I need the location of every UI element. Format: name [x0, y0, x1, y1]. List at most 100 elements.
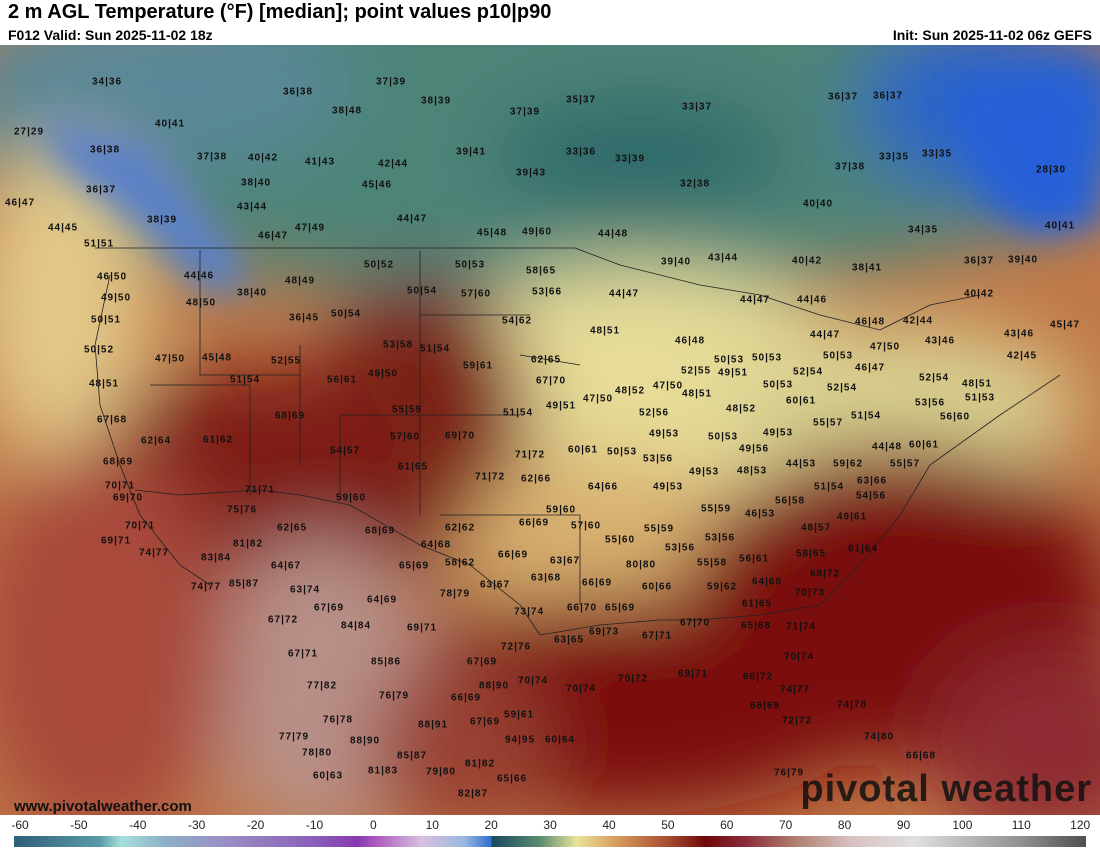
point-value-label: 43|46 — [924, 335, 956, 347]
point-value-label: 62|65 — [276, 522, 308, 534]
point-value-label: 63|67 — [479, 579, 511, 591]
point-value-label: 59|61 — [503, 709, 535, 721]
point-value-label: 53|66 — [531, 286, 563, 298]
point-value-label: 69|71 — [677, 668, 709, 680]
point-value-label: 46|48 — [854, 316, 886, 328]
point-value-label: 40|41 — [154, 118, 186, 130]
point-value-label: 65|66 — [496, 773, 528, 785]
point-value-label: 72|76 — [500, 641, 532, 653]
point-value-label: 34|35 — [907, 224, 939, 236]
point-value-label: 63|65 — [553, 634, 585, 646]
point-value-label: 88|90 — [478, 680, 510, 692]
point-value-label: 66|69 — [749, 700, 781, 712]
point-value-label: 50|54 — [406, 285, 438, 297]
point-value-label: 36|37 — [963, 255, 995, 267]
point-value-label: 67|69 — [466, 656, 498, 668]
point-value-label: 34|36 — [91, 76, 123, 88]
point-value-label: 78|80 — [301, 747, 333, 759]
point-value-label: 70|71 — [124, 520, 156, 532]
point-value-label: 71|72 — [474, 471, 506, 483]
point-value-label: 37|39 — [375, 76, 407, 88]
point-value-label: 66|68 — [905, 750, 937, 762]
point-value-label: 33|36 — [565, 146, 597, 158]
colorbar-tick-label: -60 — [11, 818, 29, 832]
point-value-label: 67|71 — [641, 630, 673, 642]
point-value-label: 74|78 — [836, 699, 868, 711]
point-value-label: 80|80 — [625, 559, 657, 571]
point-value-label: 85|87 — [396, 750, 428, 762]
temperature-map[interactable]: 34|36 27|29 36|38 36|37 46|47 44|45 51|51 46|50… — [0, 45, 1100, 815]
colorbar-gradient — [14, 836, 1086, 847]
init-time: Init: Sun 2025-11-02 06z GEFS — [892, 27, 1092, 43]
point-value-label: 47|50 — [652, 380, 684, 392]
point-value-label: 65|69 — [604, 602, 636, 614]
point-value-label: 48|57 — [800, 522, 832, 534]
point-value-label: 55|57 — [812, 417, 844, 429]
point-value-label: 77|79 — [278, 731, 310, 743]
point-value-label: 83|84 — [200, 552, 232, 564]
point-value-label: 74|77 — [138, 547, 170, 559]
point-value-label: 76|78 — [322, 714, 354, 726]
point-value-label: 79|80 — [425, 766, 457, 778]
point-value-label: 42|45 — [1006, 350, 1038, 362]
point-value-label: 40|42 — [963, 288, 995, 300]
point-value-label: 47|49 — [294, 222, 326, 234]
point-value-label: 62|65 — [530, 354, 562, 366]
point-value-label: 41|43 — [304, 156, 336, 168]
point-value-label: 36|37 — [872, 90, 904, 102]
point-value-label: 64|68 — [751, 576, 783, 588]
point-value-label: 88|91 — [417, 719, 449, 731]
point-value-label: 76|79 — [773, 767, 805, 779]
colorbar-tick-label: 30 — [543, 818, 557, 832]
point-value-label: 71|71 — [244, 484, 276, 496]
point-value-label: 60|66 — [641, 581, 673, 593]
point-value-label: 38|41 — [851, 262, 883, 274]
point-value-label: 48|51 — [88, 378, 120, 390]
point-value-label: 48|51 — [681, 388, 713, 400]
point-value-label: 38|39 — [420, 95, 452, 107]
point-value-label: 66|69 — [497, 549, 529, 561]
point-value-label: 37|38 — [834, 161, 866, 173]
point-value-label: 60|61 — [567, 444, 599, 456]
point-value-label: 44|47 — [608, 288, 640, 300]
point-value-label: 60|64 — [544, 734, 576, 746]
point-value-label: 56|61 — [738, 553, 770, 565]
point-value-label: 82|87 — [457, 788, 489, 800]
point-value-label: 51|53 — [964, 392, 996, 404]
colorbar-tick-label: 20 — [484, 818, 498, 832]
point-value-label: 57|60 — [570, 520, 602, 532]
point-value-label: 49|53 — [648, 428, 680, 440]
point-value-label: 70|73 — [794, 587, 826, 599]
point-value-label: 36|38 — [282, 86, 314, 98]
colorbar-tick-label: 110 — [1011, 818, 1031, 832]
point-value-label: 38|39 — [146, 214, 178, 226]
point-value-label: 46|48 — [674, 335, 706, 347]
point-value-label: 62|66 — [520, 473, 552, 485]
point-value-label: 69|70 — [112, 492, 144, 504]
point-value-label: 45|47 — [1049, 319, 1081, 331]
point-value-label: 48|49 — [284, 275, 316, 287]
point-value-label: 74|77 — [190, 581, 222, 593]
point-value-label: 78|79 — [439, 588, 471, 600]
point-value-label: 42|44 — [377, 158, 409, 170]
point-value-label: 46|50 — [96, 271, 128, 283]
colorbar-tick-label: -10 — [305, 818, 324, 832]
point-value-label: 51|54 — [502, 407, 534, 419]
point-value-label: 81|83 — [367, 765, 399, 777]
point-value-label: 70|72 — [617, 673, 649, 685]
point-value-label: 49|61 — [836, 511, 868, 523]
point-value-label: 46|47 — [4, 197, 36, 209]
point-value-label: 51|54 — [850, 410, 882, 422]
point-value-label: 36|45 — [288, 312, 320, 324]
point-value-label: 46|47 — [257, 230, 289, 242]
temperature-field — [0, 45, 1100, 815]
colorbar-tick-label: 0 — [370, 818, 377, 832]
point-value-label: 32|38 — [679, 178, 711, 190]
point-value-label: 47|50 — [582, 393, 614, 405]
point-value-label: 39|41 — [455, 146, 487, 158]
point-value-label: 67|69 — [469, 716, 501, 728]
point-value-label: 61|65 — [741, 598, 773, 610]
point-value-label: 50|53 — [822, 350, 854, 362]
colorbar-tick-label: 70 — [779, 818, 793, 832]
point-value-label: 72|72 — [781, 715, 813, 727]
